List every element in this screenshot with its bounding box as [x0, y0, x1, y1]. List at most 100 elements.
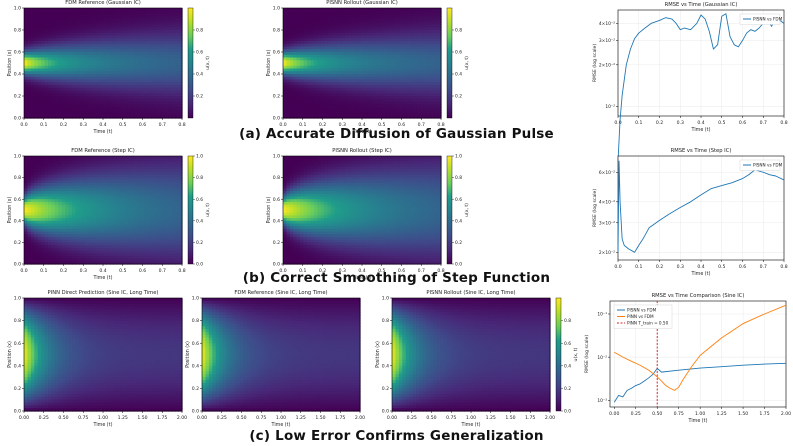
heatmap-cell — [65, 112, 70, 116]
heatmap-cell — [413, 32, 418, 37]
heatmap-cell — [92, 93, 97, 97]
heatmap-cell — [51, 93, 56, 97]
heatmap-cell — [41, 93, 46, 97]
heatmap-cell — [303, 10, 308, 15]
heatmap-cell — [99, 98, 104, 103]
heatmap-cell — [140, 85, 145, 89]
colorbar — [446, 7, 453, 119]
heatmap-cell — [58, 46, 63, 50]
heatmap-cell — [171, 76, 176, 81]
heatmap-cell — [24, 166, 29, 171]
heatmap-cell — [147, 43, 152, 48]
heatmap-cell — [286, 90, 291, 94]
heatmap-cell — [24, 27, 29, 31]
heatmap-cell — [389, 52, 394, 56]
heatmap-cell — [44, 65, 49, 70]
heatmap-cell — [24, 237, 29, 241]
heatmap-cell — [30, 8, 35, 12]
heatmap-cell — [327, 90, 332, 94]
heatmap-cell — [410, 21, 415, 26]
heatmap-cell — [44, 13, 49, 17]
heatmap-cell — [386, 60, 391, 64]
heatmap-cell — [37, 207, 42, 211]
heatmap-cell — [41, 247, 46, 252]
heatmap-cell — [41, 201, 46, 206]
heatmap-cell — [355, 74, 360, 78]
heatmap-cell — [362, 87, 367, 92]
heatmap-cell — [151, 35, 156, 39]
heatmap-cell — [355, 32, 360, 37]
heatmap-cell — [89, 71, 94, 75]
heatmap-cell — [392, 52, 397, 56]
heatmap-cell — [175, 49, 180, 53]
heatmap-cell — [310, 41, 315, 45]
heatmap-cell — [85, 32, 90, 37]
heatmap-cell — [133, 63, 138, 67]
heatmap-cell — [286, 16, 291, 20]
heatmap-cell — [410, 107, 415, 111]
heatmap-cell — [161, 76, 166, 81]
heatmap-cell — [416, 74, 421, 78]
heatmap-cell — [106, 32, 111, 37]
heatmap-cell — [24, 226, 29, 230]
heatmap-cell — [317, 82, 322, 86]
heatmap-cell — [286, 101, 291, 105]
heatmap-cell — [286, 98, 291, 103]
heatmap-cell — [434, 74, 439, 78]
heatmap-cell — [147, 87, 152, 92]
heatmap-cell — [317, 54, 322, 59]
heatmap-cell — [48, 109, 53, 114]
heatmap-cell — [89, 79, 94, 83]
heatmap-cell — [386, 32, 391, 37]
heatmap-cell — [154, 76, 159, 81]
heatmap-cell — [147, 54, 152, 59]
heatmap-cell — [337, 46, 342, 50]
heatmap-cell — [154, 104, 159, 108]
heatmap-cell — [286, 32, 291, 37]
heatmap-cell — [68, 87, 73, 92]
x-tick-label: 0.8 — [437, 122, 444, 128]
heatmap-cell — [286, 24, 291, 28]
heatmap-cell — [127, 46, 132, 50]
heatmap-cell — [130, 107, 135, 111]
heatmap-cell — [106, 19, 111, 23]
heatmap-cell — [48, 210, 53, 214]
heatmap-cell — [68, 57, 73, 61]
heatmap-cell — [320, 54, 325, 59]
heatmap-cell — [99, 85, 104, 89]
heatmap-cell — [283, 16, 288, 20]
heatmap-cell — [82, 27, 87, 31]
heatmap-cell — [171, 35, 176, 39]
heatmap-cell — [68, 8, 73, 12]
heatmap-cell — [320, 63, 325, 67]
heatmap-cell — [406, 98, 411, 103]
heatmap-cell — [65, 13, 70, 17]
heatmap-cell — [140, 98, 145, 103]
heatmap-cell — [423, 76, 428, 81]
heatmap-cell — [130, 87, 135, 92]
heatmap-cell — [37, 226, 42, 230]
heatmap-cell — [289, 98, 294, 103]
heatmap-cell — [171, 79, 176, 83]
heatmap-cell — [372, 96, 377, 100]
heatmap-cell — [54, 115, 59, 119]
heatmap-cell — [317, 115, 322, 119]
heatmap-cell — [375, 65, 380, 70]
heatmap-cell — [300, 41, 305, 45]
heatmap-cell — [286, 46, 291, 50]
heatmap-cell — [147, 57, 152, 61]
heatmap-cell — [406, 101, 411, 105]
heatmap-cell — [27, 242, 32, 246]
heatmap-cell — [344, 63, 349, 67]
heatmap-cell — [27, 24, 32, 28]
heatmap-cell — [351, 60, 356, 64]
heatmap-cell — [334, 93, 339, 97]
heatmap-cell — [99, 21, 104, 26]
heatmap-cell — [168, 8, 173, 12]
heatmap-cell — [331, 87, 336, 92]
heatmap-cell — [96, 68, 101, 72]
x-tick-label: 0.1 — [635, 120, 642, 126]
heatmap-cell — [313, 24, 318, 28]
heatmap-cell — [72, 107, 77, 111]
heatmap-cell — [289, 112, 294, 116]
